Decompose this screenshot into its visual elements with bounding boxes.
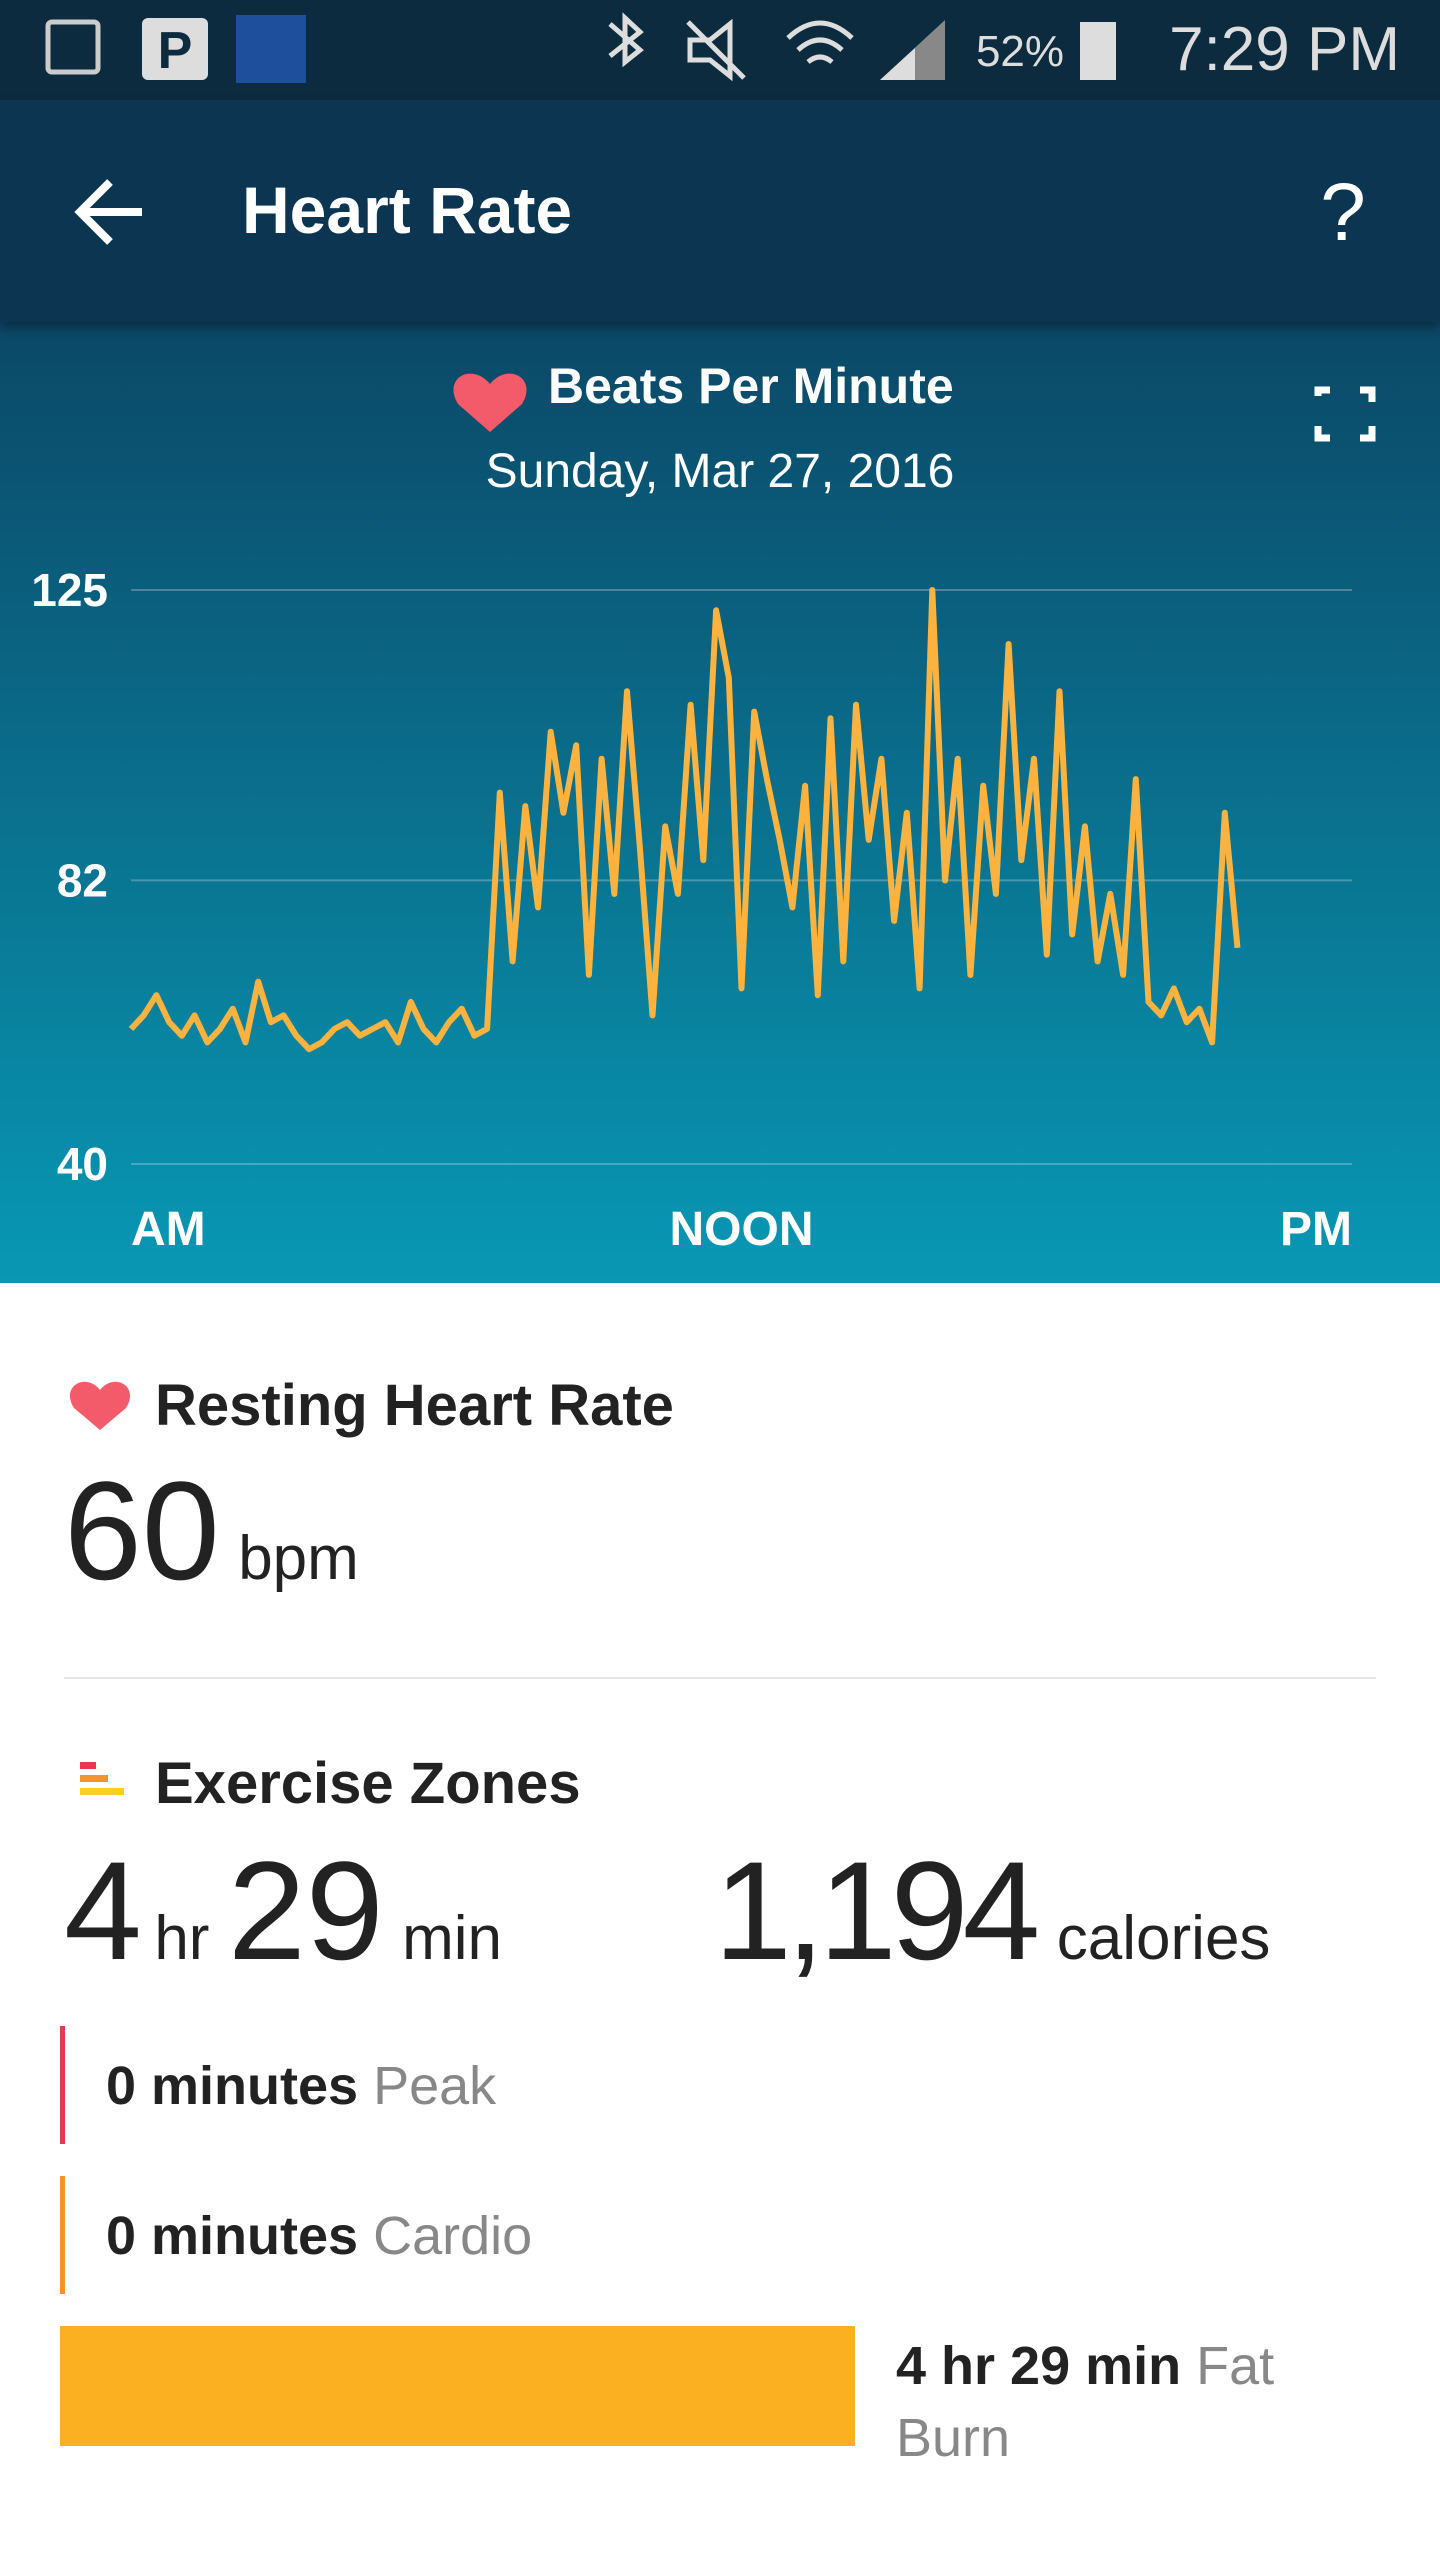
fat-burn-zone: 4 hr 29 min Fat Burn — [896, 2330, 1316, 2474]
fat-burn-amount: 4 hr 29 min — [896, 2336, 1182, 2396]
parking-icon — [142, 18, 208, 80]
chart-subtitle: Sunday, Mar 27, 2016 — [486, 445, 955, 498]
mute-icon — [686, 18, 746, 82]
weather-icon — [236, 15, 306, 83]
heart-icon — [70, 1381, 130, 1430]
cardio-name: Cardio — [373, 2206, 533, 2266]
y-tick-label: 82 — [57, 854, 108, 906]
minutes-unit: min — [402, 1904, 503, 1973]
battery-icon — [1080, 22, 1116, 80]
bluetooth-icon — [608, 12, 644, 68]
cardio-amount: 0 minutes — [106, 2206, 359, 2266]
wifi-icon — [786, 20, 854, 65]
status-icons: P 52% 7:29 PM — [45, 12, 1400, 84]
signal-icon — [880, 20, 945, 80]
clock: 7:29 PM — [1169, 15, 1400, 84]
help-button[interactable]: ? — [1320, 167, 1366, 258]
app-title: Heart Rate — [242, 173, 572, 247]
y-tick-label: 40 — [57, 1138, 108, 1190]
divider — [64, 1677, 1376, 1679]
fat-burn-bar — [60, 2326, 855, 2446]
back-button[interactable] — [74, 179, 142, 245]
peak-zone: 0 minutes Peak — [106, 2055, 496, 2117]
chart: Beats Per Minute Sunday, Mar 27, 2016 40… — [31, 358, 1376, 1256]
resting-unit: bpm — [238, 1524, 359, 1593]
fat-burn-name: Fat Burn — [896, 2336, 1275, 2468]
x-tick-label: PM — [1280, 1203, 1352, 1256]
heart-rate-line — [128, 587, 1241, 1053]
cardio-marker — [60, 2176, 65, 2294]
resting-bpm: 60 — [64, 1452, 220, 1609]
zones-title: Exercise Zones — [155, 1751, 581, 1816]
hours-unit: hr — [154, 1904, 210, 1973]
minutes: 29 — [227, 1832, 384, 1989]
peak-name: Peak — [373, 2056, 497, 2116]
resting-title: Resting Heart Rate — [155, 1373, 674, 1438]
zones-calories: 1,194 calories — [714, 1830, 1270, 1992]
mail-icon — [45, 19, 101, 75]
app-bar-icons: Heart Rate ? — [74, 167, 1366, 258]
signal-fill — [880, 48, 915, 80]
resting-value: 60 bpm — [64, 1450, 359, 1612]
peak-marker — [60, 2026, 65, 2144]
chart-panel: Beats Per Minute Sunday, Mar 27, 2016 40… — [0, 322, 1440, 1283]
heart-icon — [453, 373, 527, 432]
x-tick-label: NOON — [670, 1203, 814, 1256]
x-tick-label: AM — [131, 1203, 206, 1256]
cardio-zone: 0 minutes Cardio — [106, 2205, 532, 2267]
calories-unit: calories — [1056, 1904, 1271, 1973]
fullscreen-button[interactable] — [1314, 386, 1376, 442]
peak-amount: 0 minutes — [106, 2056, 359, 2116]
chart-title: Beats Per Minute — [548, 358, 954, 414]
battery-text: 52% — [976, 27, 1064, 76]
zones-icon — [80, 1762, 124, 1795]
app-bar: Heart Rate ? — [0, 100, 1440, 322]
zones-duration: 4 hr 29 min — [64, 1830, 502, 1992]
calories: 1,194 — [714, 1832, 1040, 1989]
y-tick-label: 125 — [31, 564, 108, 616]
hours: 4 — [64, 1832, 142, 1989]
status-bar: P 52% 7:29 PM — [0, 0, 1440, 100]
parking-letter: P — [158, 22, 193, 80]
